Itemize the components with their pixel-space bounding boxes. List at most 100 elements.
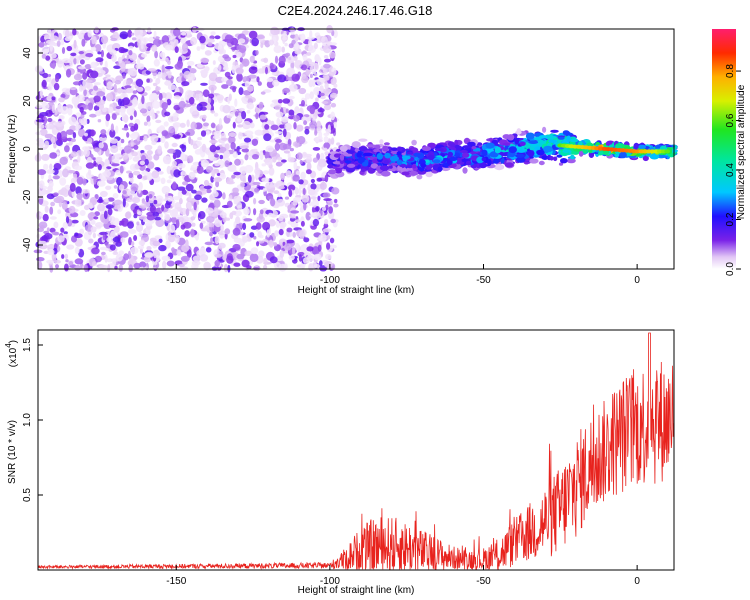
heatmap-cell (638, 144, 646, 150)
heatmap-cell (147, 68, 157, 72)
heatmap-cell (54, 109, 58, 116)
heatmap-cell (268, 219, 276, 227)
heatmap-cell (297, 251, 305, 257)
heatmap-cell (156, 167, 162, 172)
heatmap-cell (213, 199, 221, 208)
heatmap-cell (292, 199, 298, 206)
heatmap-cell (413, 152, 422, 157)
heatmap-cell (138, 215, 147, 220)
heatmap-cell (152, 100, 161, 109)
heatmap-cell (121, 127, 129, 131)
heatmap-cell (362, 152, 373, 157)
heatmap-cell (376, 153, 383, 160)
heatmap-cell (84, 264, 89, 273)
heatmap-cell (113, 83, 117, 91)
heatmap-cell (83, 89, 87, 97)
heatmap-cell (179, 122, 186, 128)
heatmap-cell (515, 153, 525, 158)
heatmap-cell (243, 207, 250, 216)
snr-y-tick-label: 0.5 (22, 488, 33, 502)
heatmap-cell (118, 263, 123, 272)
heatmap-cell (366, 144, 376, 148)
heatmap-cell (59, 177, 67, 186)
heatmap-cell (181, 43, 189, 52)
heatmap-cell (196, 103, 203, 111)
heatmap-cell (528, 140, 539, 144)
heatmap-cell (121, 152, 129, 160)
heatmap-y-ticks: -40 -20 0 20 40 (22, 47, 43, 252)
heatmap-cell (151, 44, 158, 52)
heatmap-cell (95, 156, 103, 162)
heatmap-cell (65, 68, 72, 78)
heatmap-cell (298, 187, 302, 196)
heatmap-cell (302, 187, 306, 196)
heatmap-cell (37, 227, 44, 233)
heatmap-cell (294, 42, 300, 51)
heatmap-cell (122, 73, 126, 79)
heatmap-cell (123, 114, 129, 123)
heatmap-cell (525, 132, 535, 140)
heatmap-cell (115, 125, 119, 134)
heatmap-cell (49, 43, 53, 52)
heatmap-cell (295, 170, 300, 176)
figure-title: C2E4.2024.246.17.46.G18 (278, 3, 433, 18)
heatmap-cell (196, 165, 201, 171)
heatmap-cell (302, 152, 307, 157)
heatmap-cell (277, 74, 287, 83)
heatmap-cell (251, 138, 259, 146)
heatmap-cell (56, 40, 61, 47)
heatmap-y-tick-label: 20 (22, 95, 33, 107)
heatmap-cell (221, 84, 229, 89)
heatmap-cell (196, 46, 201, 51)
heatmap-cell (174, 63, 183, 70)
heatmap-cell (129, 177, 134, 184)
heatmap-cell (539, 135, 548, 139)
heatmap-cell (200, 69, 209, 75)
heatmap-cell (39, 89, 44, 98)
heatmap-cell (54, 259, 61, 264)
heatmap-cell (94, 26, 99, 34)
heatmap-cell (278, 228, 284, 236)
heatmap-cell (249, 253, 259, 263)
heatmap-cell (122, 97, 130, 106)
heatmap-cell (553, 156, 558, 162)
heatmap-cell (129, 133, 139, 139)
heatmap-cell (113, 65, 121, 69)
heatmap-cell (183, 141, 187, 146)
heatmap-cell (384, 152, 391, 159)
heatmap-cell (154, 216, 162, 221)
heatmap-cell (285, 230, 293, 237)
heatmap-y-tick-label: 40 (22, 47, 33, 59)
heatmap-cell (296, 136, 300, 143)
heatmap-cell (244, 130, 254, 136)
heatmap-cell (306, 155, 312, 164)
heatmap-cell (107, 264, 111, 273)
heatmap-cell (313, 42, 318, 50)
heatmap-cell (186, 60, 195, 66)
heatmap-cell (97, 51, 102, 55)
heatmap-cell (202, 114, 207, 120)
heatmap-cell (95, 57, 104, 63)
heatmap-cell (231, 191, 240, 197)
heatmap-cell (266, 77, 274, 83)
heatmap-cell (136, 86, 144, 92)
heatmap-cell (46, 259, 55, 264)
heatmap-cell (154, 50, 159, 59)
heatmap-cell (76, 57, 80, 64)
heatmap-cell (314, 73, 318, 77)
heatmap-cell (172, 181, 177, 190)
heatmap-cell (164, 66, 174, 70)
heatmap-cell (324, 174, 329, 183)
heatmap-cell (58, 115, 65, 120)
heatmap-cell (139, 160, 146, 166)
heatmap-cell (259, 209, 264, 215)
heatmap-cell (253, 235, 257, 240)
colorbar-tick-label: 0.2 (725, 212, 736, 226)
heatmap-cell (145, 195, 150, 203)
heatmap-cell (308, 188, 316, 196)
heatmap-cell (224, 34, 234, 43)
heatmap-cell (162, 260, 167, 269)
heatmap-cell (330, 42, 338, 46)
heatmap-cell (294, 59, 303, 69)
heatmap-cell (67, 170, 76, 174)
